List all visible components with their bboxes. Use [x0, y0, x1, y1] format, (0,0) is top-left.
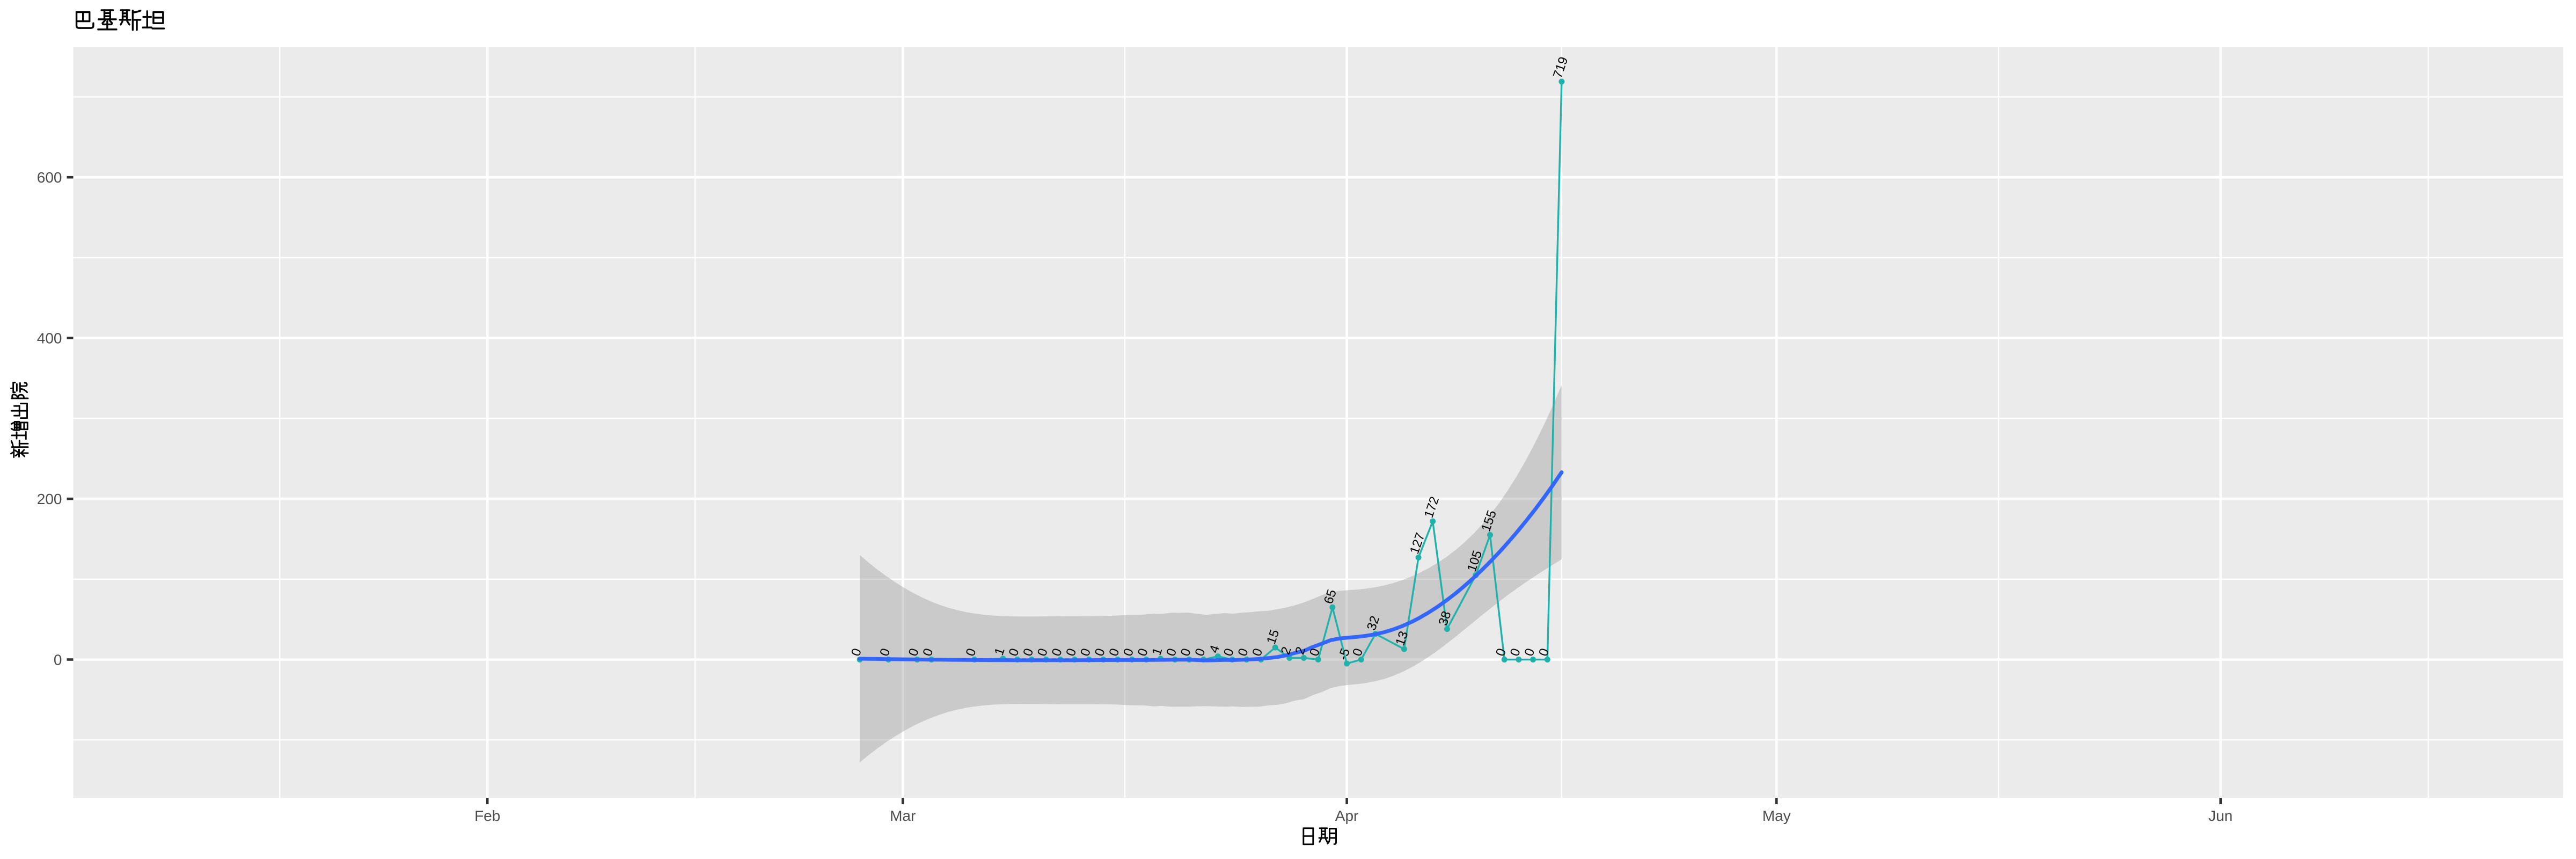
- svg-text:400: 400: [37, 330, 62, 347]
- svg-text:600: 600: [37, 169, 62, 186]
- svg-text:200: 200: [37, 491, 62, 507]
- svg-text:Feb: Feb: [474, 807, 500, 824]
- svg-text:Mar: Mar: [890, 807, 916, 824]
- svg-text:Jun: Jun: [2208, 807, 2233, 824]
- svg-text:0: 0: [54, 652, 62, 668]
- svg-text:Apr: Apr: [1335, 807, 1359, 824]
- svg-text:May: May: [1762, 807, 1791, 824]
